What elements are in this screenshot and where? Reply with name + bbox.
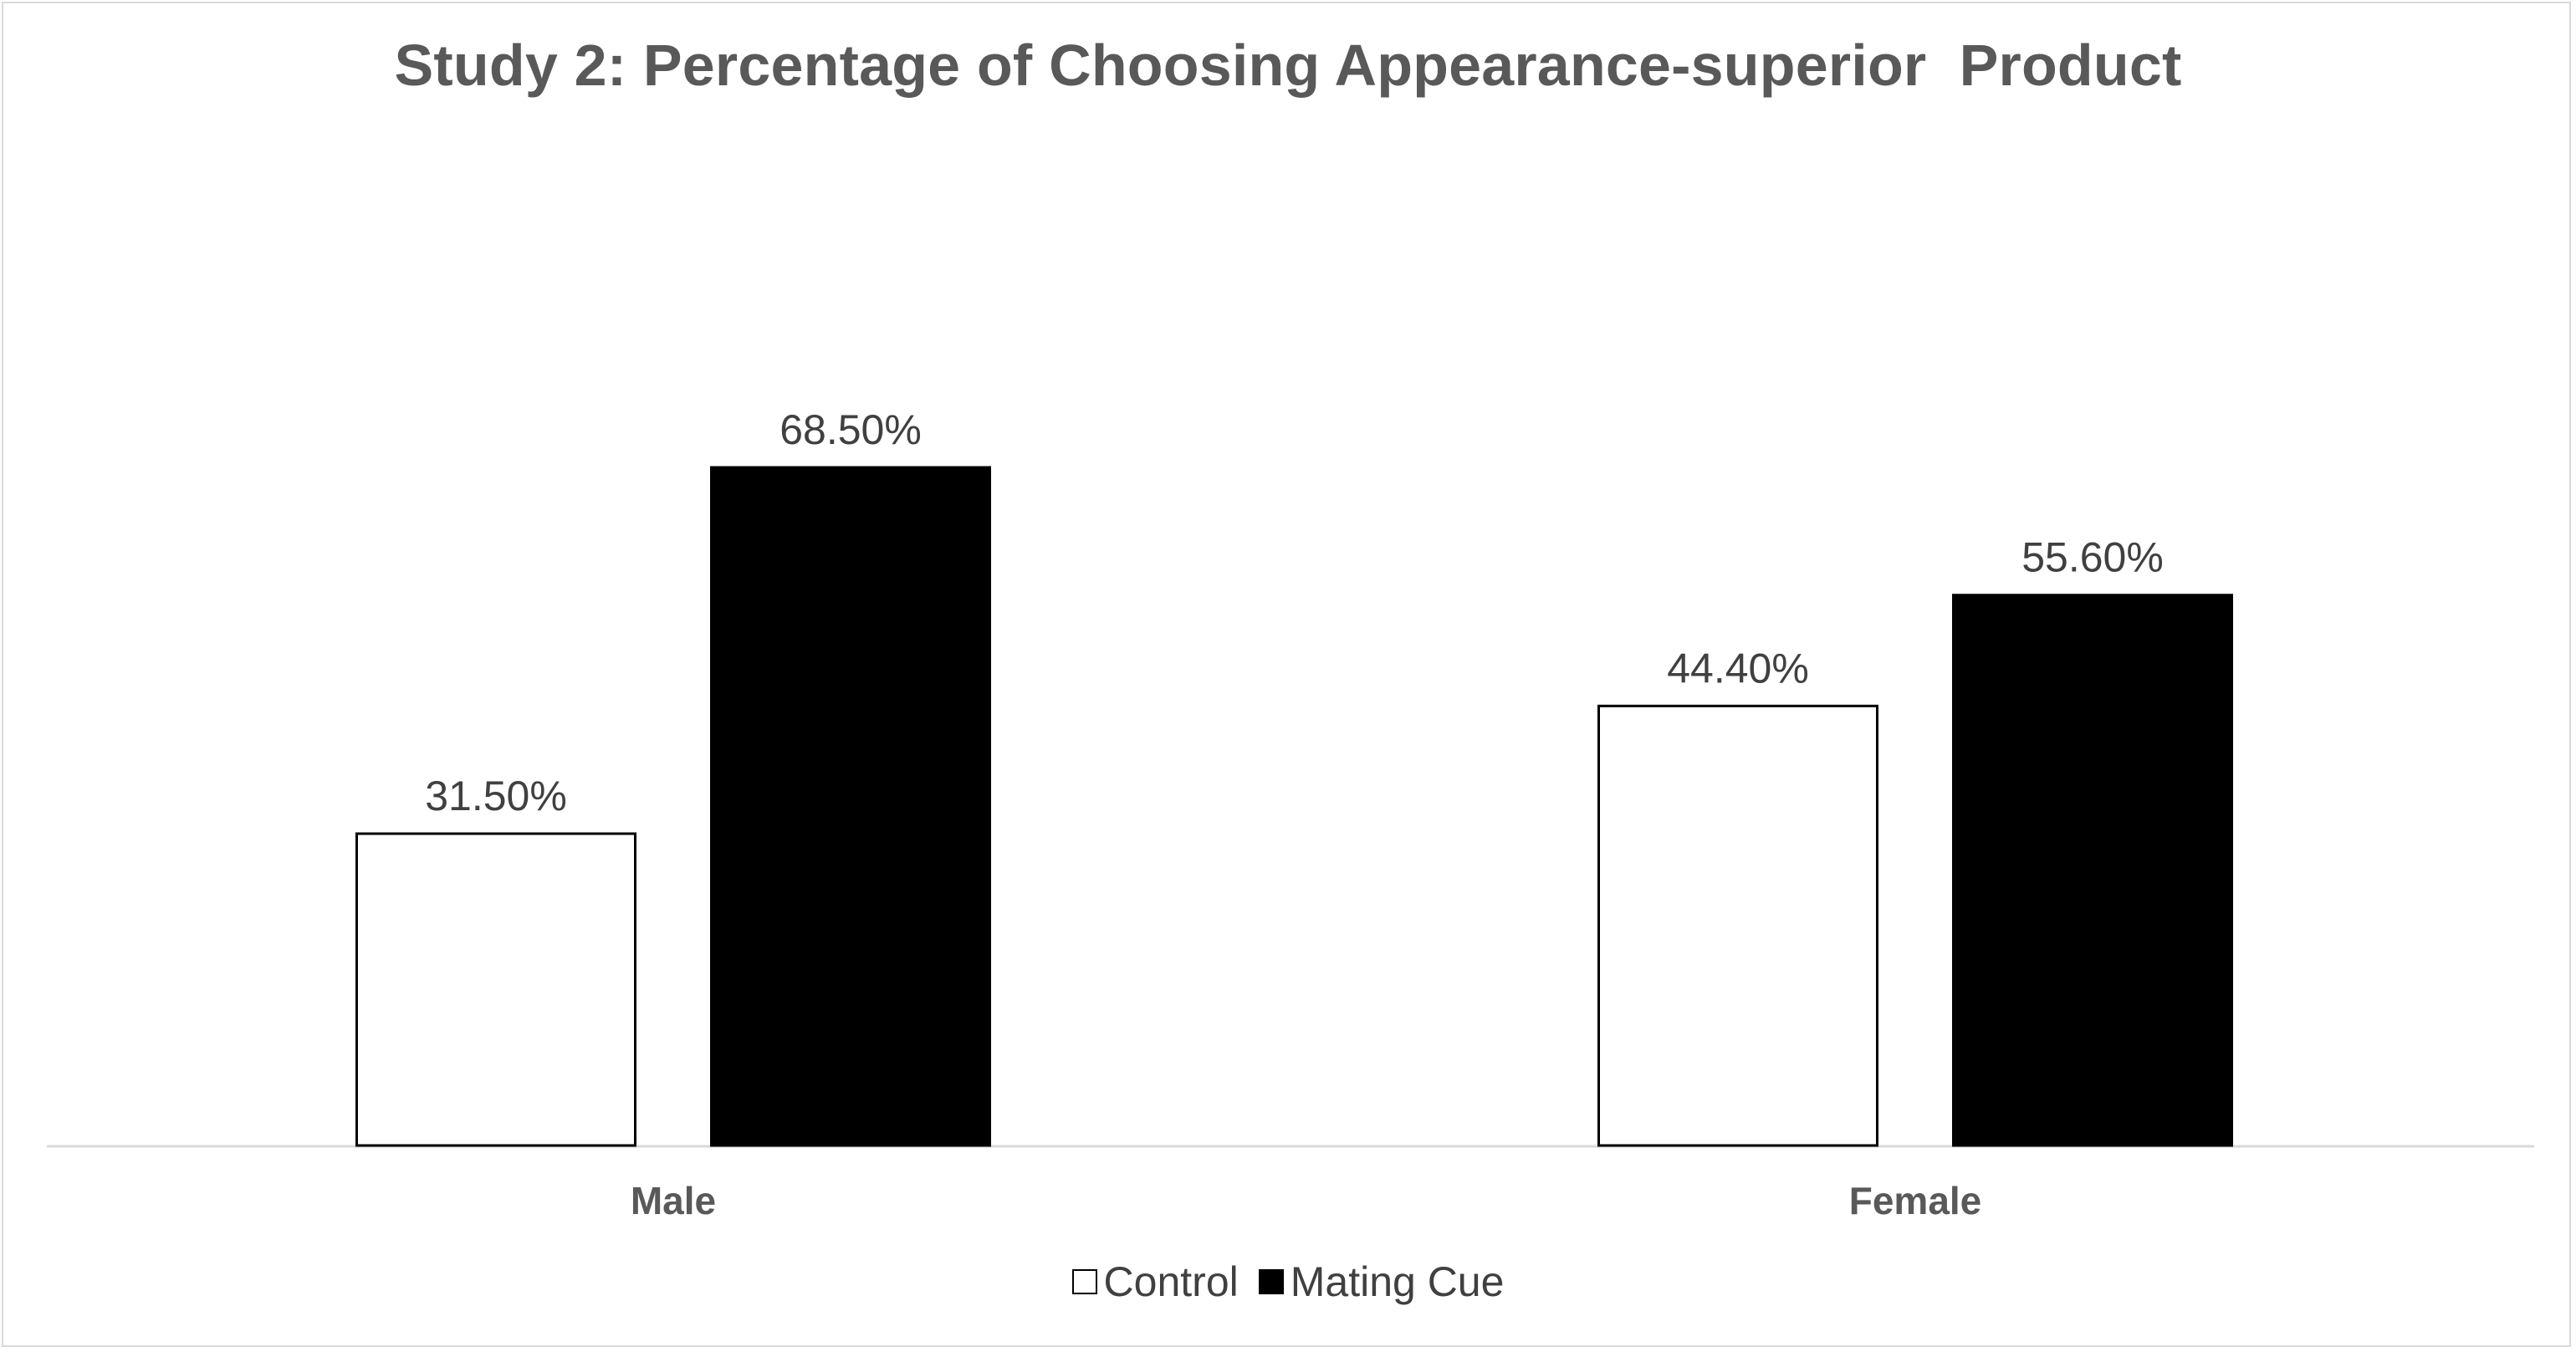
bar-mating-cue-female — [1952, 594, 2233, 1147]
legend-swatch-control — [1071, 1269, 1097, 1294]
data-label-mating-cue-male: 68.50% — [779, 406, 922, 453]
bar-control-female — [1597, 704, 1878, 1147]
legend-label-control: Control — [1103, 1258, 1239, 1305]
x-tick-labels-group: Male Female — [631, 1179, 1981, 1222]
bar-mating-cue-male — [710, 466, 991, 1147]
chart-title: Study 2: Percentage of Choosing Appearan… — [394, 33, 2182, 98]
legend-label-mating-cue: Mating Cue — [1290, 1258, 1505, 1305]
bars-group — [355, 466, 2233, 1147]
x-tick-label-male: Male — [631, 1179, 716, 1222]
bar-control-male — [355, 832, 636, 1147]
data-label-mating-cue-female: 55.60% — [2021, 534, 2164, 581]
legend-swatch-mating-cue — [1258, 1269, 1284, 1294]
data-labels-group: 31.50% 68.50% 44.40% 55.60% — [425, 406, 2164, 819]
data-label-control-female: 44.40% — [1667, 645, 1809, 691]
data-label-control-male: 31.50% — [425, 773, 567, 819]
legend-item-mating-cue: Mating Cue — [1258, 1258, 1505, 1306]
legend-item-control: Control — [1071, 1258, 1239, 1306]
x-tick-label-female: Female — [1849, 1179, 1982, 1222]
legend: Control Mating Cue — [0, 1258, 2576, 1306]
